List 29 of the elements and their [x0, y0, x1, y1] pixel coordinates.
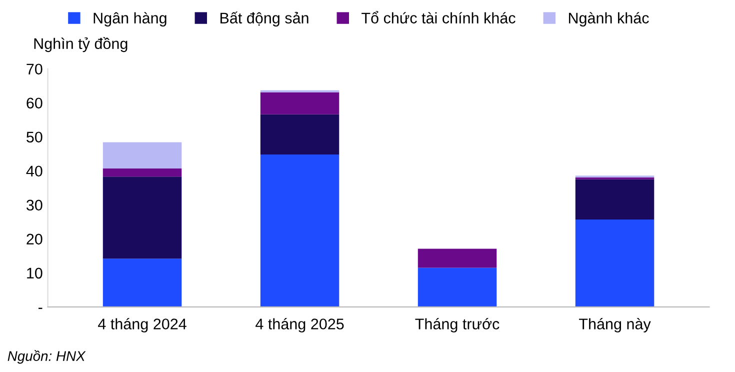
x-tick-label: 4 tháng 2025 — [256, 318, 344, 332]
bar — [102, 258, 182, 307]
y-axis-title: Nghìn tỷ đồng — [34, 37, 128, 52]
bar — [418, 268, 497, 307]
bar — [575, 219, 654, 307]
y-tick-label: 20 — [26, 234, 42, 245]
legend-label: Ngành khác — [568, 12, 649, 26]
legend-label: Bất động sản — [220, 12, 308, 26]
bar — [575, 179, 654, 220]
bar — [260, 92, 340, 114]
legend-label: Tổ chức tài chính khác — [362, 11, 516, 24]
bar — [418, 248, 497, 268]
bar — [102, 168, 182, 177]
bar — [102, 142, 182, 168]
x-tick-label: 4 tháng 2024 — [98, 318, 186, 332]
x-tick-label: Tháng này — [579, 318, 651, 332]
y-tick-label: 60 — [26, 98, 42, 109]
y-tick-label: - — [38, 308, 42, 309]
y-tick-label: 40 — [26, 166, 42, 177]
bar — [260, 114, 340, 155]
y-tick-label: 50 — [26, 132, 42, 143]
x-tick-label: Tháng trước — [415, 318, 500, 332]
legend-label: Ngân hàng — [94, 12, 166, 26]
y-tick-label: 10 — [27, 268, 42, 279]
y-tick-label: 30 — [26, 200, 42, 211]
y-tick-label: 70 — [26, 64, 42, 75]
bar — [102, 176, 182, 259]
bar — [260, 154, 340, 307]
text: Nguồn: HNX — [8, 350, 86, 364]
